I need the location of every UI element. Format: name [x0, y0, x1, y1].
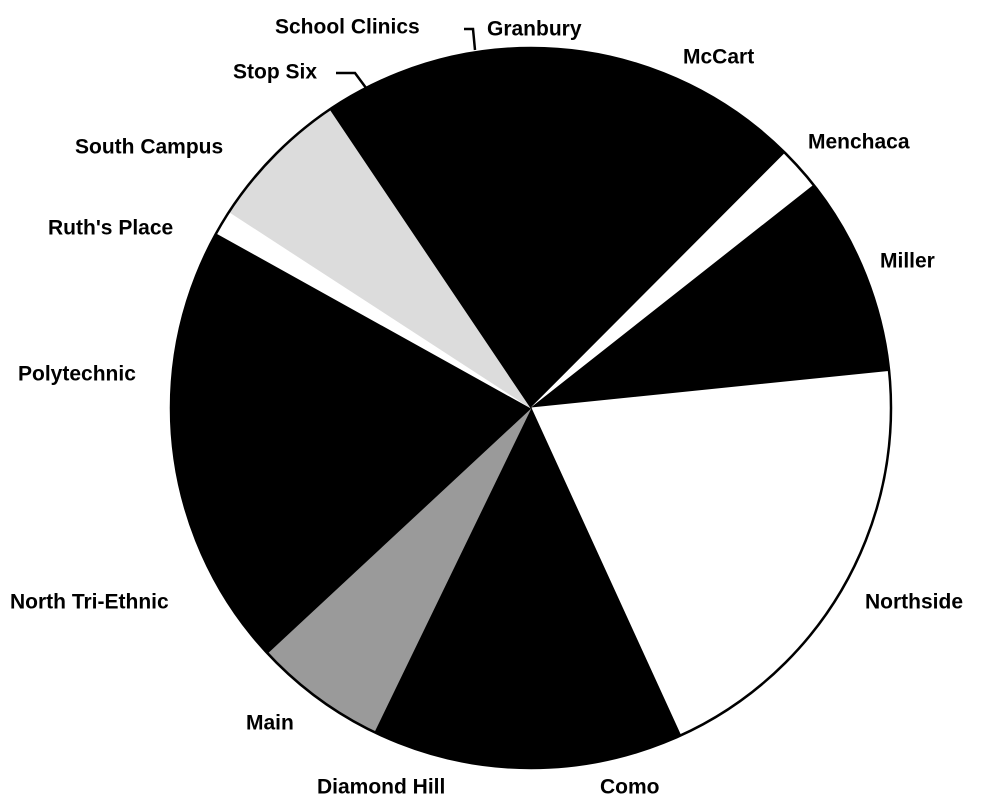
slice-label: Main — [246, 712, 294, 735]
slice-label: Polytechnic — [18, 363, 136, 386]
pie-outline — [169, 46, 893, 770]
leader-line — [464, 27, 477, 51]
slice-label: North Tri-Ethnic — [10, 591, 169, 614]
slice-label: Diamond Hill — [317, 776, 445, 799]
slice-label: Miller — [880, 250, 935, 273]
slice-label: South Campus — [75, 136, 223, 159]
slice-label: Stop Six — [233, 61, 317, 84]
slice-label: Northside — [865, 591, 963, 614]
slice-label: Ruth's Place — [48, 217, 173, 240]
slice-label: Como — [600, 776, 660, 799]
pie — [170, 47, 892, 769]
slice-label: Granbury — [487, 18, 582, 41]
slice-label: McCart — [683, 46, 754, 69]
slice-label: School Clinics — [275, 16, 420, 39]
slice-label: Menchaca — [808, 131, 910, 154]
